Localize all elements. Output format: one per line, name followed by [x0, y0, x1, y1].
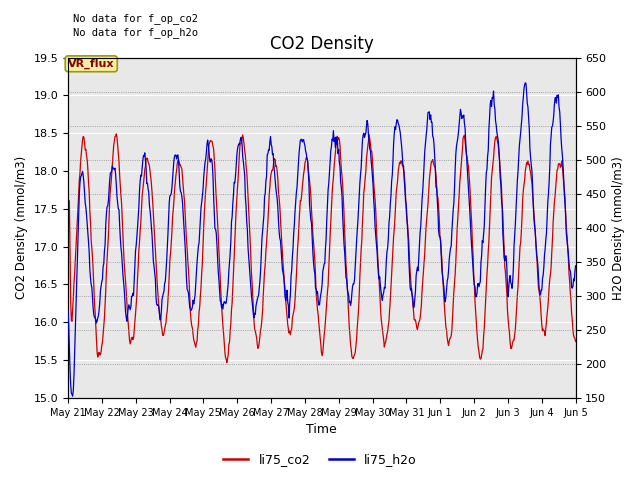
Title: CO2 Density: CO2 Density — [270, 35, 374, 53]
Text: No data for f_op_co2
No data for f_op_h2o: No data for f_op_co2 No data for f_op_h2… — [73, 13, 198, 38]
Text: VR_flux: VR_flux — [68, 59, 115, 69]
X-axis label: Time: Time — [307, 423, 337, 436]
Legend: li75_co2, li75_h2o: li75_co2, li75_h2o — [218, 448, 422, 471]
Y-axis label: H2O Density (mmol/m3): H2O Density (mmol/m3) — [612, 156, 625, 300]
Y-axis label: CO2 Density (mmol/m3): CO2 Density (mmol/m3) — [15, 156, 28, 300]
